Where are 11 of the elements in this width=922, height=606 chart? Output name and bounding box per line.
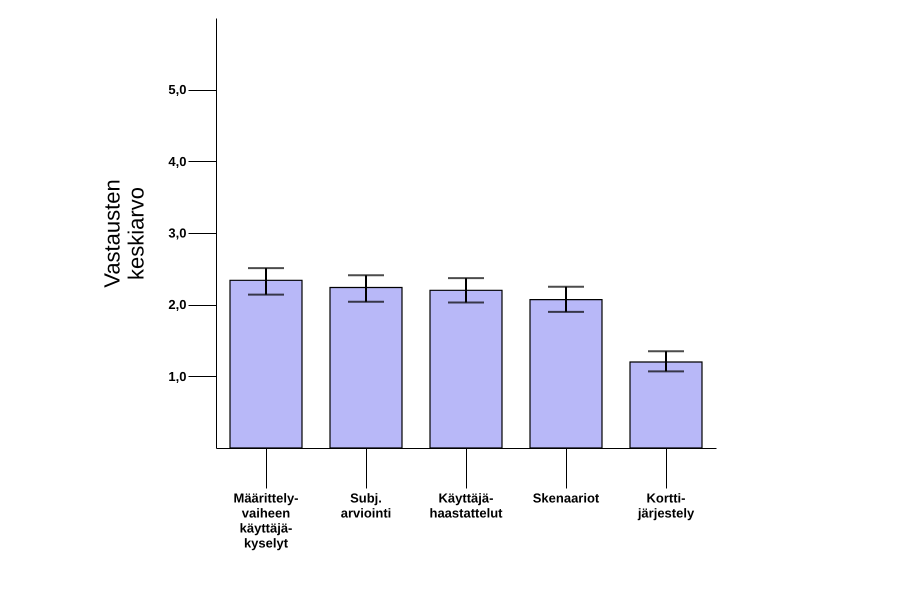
x-tick-label: Määrittely- vaiheen käyttäjä- kyselyt (233, 490, 299, 550)
y-tick-label: 4,0 (168, 154, 186, 169)
y-tick-label: 2,0 (168, 297, 186, 312)
y-axis-title: Vastausten keskiarvo (99, 179, 148, 288)
y-tick-label: 5,0 (168, 82, 186, 98)
y-tick-label: 1,0 (168, 368, 186, 384)
x-tick-label: Käyttäjä- haastattelut (430, 490, 504, 520)
x-tick-label: Skenaariot (532, 490, 600, 506)
x-tick-label: Kortti- järjestely (636, 490, 695, 520)
x-tick-label: Subj. arviointi (340, 490, 392, 520)
y-tick-label: 3,0 (168, 226, 186, 240)
